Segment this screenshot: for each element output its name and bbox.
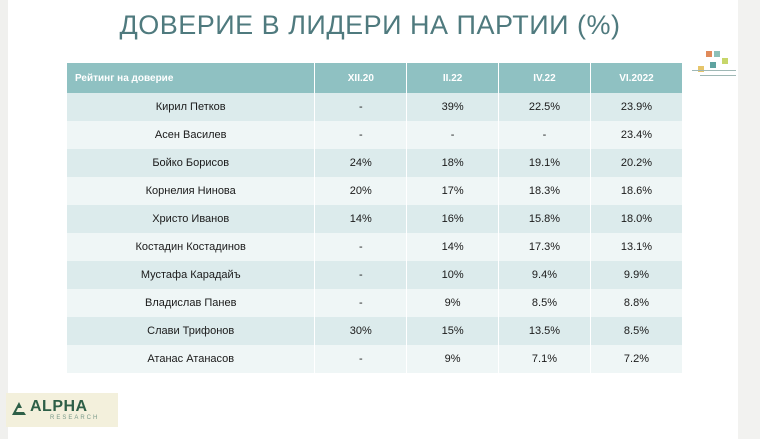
decor-square xyxy=(710,62,716,68)
decor-line xyxy=(692,70,736,71)
value-cell: 15.8% xyxy=(498,205,591,233)
leader-name: Кирил Петков xyxy=(67,93,316,121)
logo-subtitle: RESEARCH xyxy=(50,415,100,421)
value-cell: 10% xyxy=(406,261,499,289)
leader-name: Асен Василев xyxy=(67,121,316,149)
value-cell: 8.5% xyxy=(498,289,591,317)
leader-name: Мустафа Карадайъ xyxy=(67,261,316,289)
value-cell: - xyxy=(314,345,408,373)
leader-name: Христо Иванов xyxy=(67,205,316,233)
value-cell: 9.4% xyxy=(498,261,591,289)
value-cell: 9.9% xyxy=(590,261,684,289)
alpha-research-logo: ALPHA RESEARCH xyxy=(6,393,118,427)
value-cell: 13.5% xyxy=(498,317,591,345)
left-margin-strip xyxy=(0,0,8,439)
page-title: ДОВЕРИЕ В ЛИДЕРИ НА ПАРТИИ (%) xyxy=(119,10,621,40)
table-row: Атанас Атанасов - 9% 7.1% 7.2% xyxy=(67,345,684,373)
value-cell: 18.0% xyxy=(590,205,684,233)
value-cell: 23.9% xyxy=(590,93,684,121)
value-cell: 8.5% xyxy=(590,317,684,345)
leader-name: Атанас Атанасов xyxy=(67,345,316,373)
value-cell: - xyxy=(314,121,408,149)
logo-name: ALPHA xyxy=(30,398,88,415)
value-cell: - xyxy=(498,121,591,149)
value-cell: 30% xyxy=(314,317,408,345)
value-cell: 14% xyxy=(406,233,499,261)
header-rating: Рейтинг на доверие xyxy=(67,63,316,93)
value-cell: 7.1% xyxy=(498,345,591,373)
value-cell: 14% xyxy=(314,205,408,233)
table-row: Христо Иванов 14% 16% 15.8% 18.0% xyxy=(67,205,684,233)
leader-name: Владислав Панев xyxy=(67,289,316,317)
trust-rating-table: Рейтинг на доверие XII.20 II.22 IV.22 VI… xyxy=(67,63,684,373)
table-row: Кирил Петков - 39% 22.5% 23.9% xyxy=(67,93,684,121)
decor-square xyxy=(722,58,728,64)
header-iv22: IV.22 xyxy=(498,63,591,93)
value-cell: - xyxy=(314,93,408,121)
value-cell: 18.3% xyxy=(498,177,591,205)
table-row: Корнелия Нинова 20% 17% 18.3% 18.6% xyxy=(67,177,684,205)
decor-line xyxy=(700,75,736,76)
alpha-logo-icon xyxy=(12,402,26,415)
table-row: Владислав Панев - 9% 8.5% 8.8% xyxy=(67,289,684,317)
value-cell: 9% xyxy=(406,345,499,373)
value-cell: 9% xyxy=(406,289,499,317)
decor-square xyxy=(714,51,720,57)
table-row: Слави Трифонов 30% 15% 13.5% 8.5% xyxy=(67,317,684,345)
table-row: Бойко Борисов 24% 18% 19.1% 20.2% xyxy=(67,149,684,177)
value-cell: 23.4% xyxy=(590,121,684,149)
table-row: Асен Василев - - - 23.4% xyxy=(67,121,684,149)
value-cell: 39% xyxy=(406,93,499,121)
leader-name: Слави Трифонов xyxy=(67,317,316,345)
header-xii20: XII.20 xyxy=(314,63,408,93)
value-cell: - xyxy=(314,233,408,261)
table-header-row: Рейтинг на доверие XII.20 II.22 IV.22 VI… xyxy=(67,63,684,93)
value-cell: 18% xyxy=(406,149,499,177)
right-margin-strip xyxy=(738,0,760,439)
leader-name: Корнелия Нинова xyxy=(67,177,316,205)
value-cell: 17.3% xyxy=(498,233,591,261)
value-cell: - xyxy=(406,121,499,149)
value-cell: - xyxy=(314,289,408,317)
header-vi2022: VI.2022 xyxy=(590,63,684,93)
value-cell: 16% xyxy=(406,205,499,233)
value-cell: 15% xyxy=(406,317,499,345)
leader-name: Костадин Костадинов xyxy=(67,233,316,261)
value-cell: - xyxy=(314,261,408,289)
value-cell: 17% xyxy=(406,177,499,205)
value-cell: 20% xyxy=(314,177,408,205)
value-cell: 8.8% xyxy=(590,289,684,317)
value-cell: 20.2% xyxy=(590,149,684,177)
table-row: Мустафа Карадайъ - 10% 9.4% 9.9% xyxy=(67,261,684,289)
value-cell: 22.5% xyxy=(498,93,591,121)
table-row: Костадин Костадинов - 14% 17.3% 13.1% xyxy=(67,233,684,261)
value-cell: 19.1% xyxy=(498,149,591,177)
leader-name: Бойко Борисов xyxy=(67,149,316,177)
value-cell: 18.6% xyxy=(590,177,684,205)
decor-square xyxy=(706,51,712,57)
value-cell: 7.2% xyxy=(590,345,684,373)
header-ii22: II.22 xyxy=(406,63,499,93)
value-cell: 13.1% xyxy=(590,233,684,261)
value-cell: 24% xyxy=(314,149,408,177)
decor-square xyxy=(698,66,704,72)
